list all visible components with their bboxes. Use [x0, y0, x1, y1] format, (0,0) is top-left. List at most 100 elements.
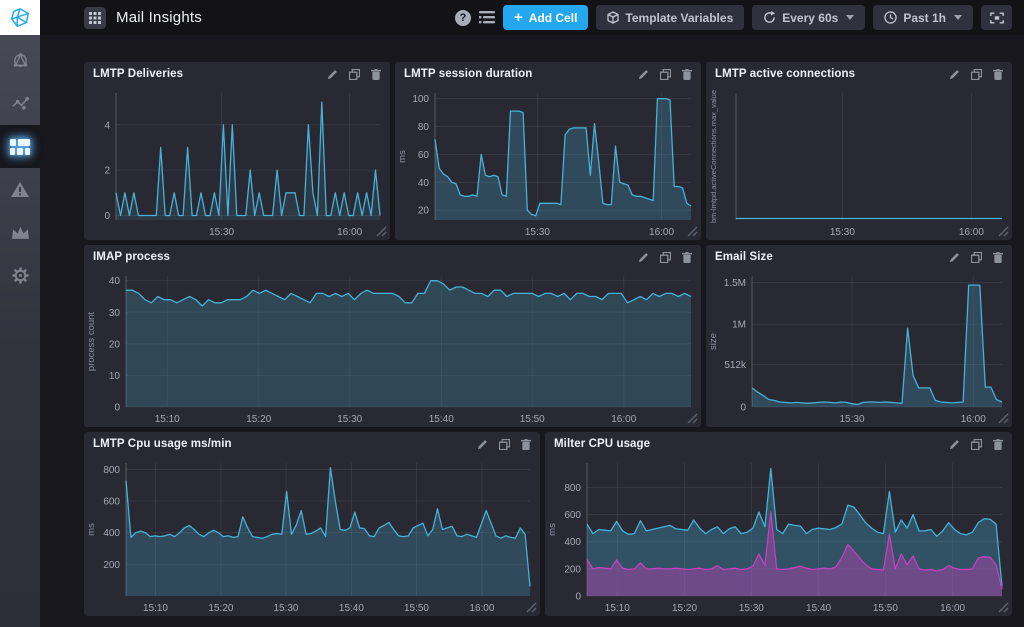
chart-email-size[interactable]: 15:3016:000512k1M1.5Msize	[706, 269, 1012, 427]
chart-lmtp-active-connections[interactable]: 15:3016:00bm-lmtpd.activeConnections.max…	[706, 86, 1012, 240]
graph-tips-button[interactable]	[479, 11, 495, 24]
cube-logo-icon	[9, 7, 31, 29]
svg-text:16:00: 16:00	[959, 227, 984, 238]
gear-icon	[11, 266, 30, 285]
presentation-mode-button[interactable]	[981, 5, 1012, 30]
edit-pencil-icon[interactable]	[638, 252, 649, 263]
cell-header[interactable]: LMTP active connections	[706, 62, 1012, 86]
duplicate-icon[interactable]	[971, 252, 982, 263]
cell-title: IMAP process	[93, 251, 170, 263]
edit-pencil-icon[interactable]	[327, 69, 338, 80]
cell-title: LMTP session duration	[404, 68, 532, 80]
sidebar-item-data-explorer[interactable]	[0, 82, 40, 125]
chart-milter-cpu-usage[interactable]: 15:1015:2015:3015:4015:5016:000200400600…	[545, 456, 1012, 616]
edit-pencil-icon[interactable]	[949, 69, 960, 80]
trash-icon[interactable]	[371, 69, 381, 80]
cell-header[interactable]: LMTP Cpu usage ms/min	[84, 432, 540, 456]
duplicate-icon[interactable]	[660, 252, 671, 263]
resize-handle-icon[interactable]	[524, 600, 537, 613]
sidebar-item-alert-rules[interactable]	[0, 168, 40, 211]
svg-text:40: 40	[418, 178, 430, 189]
cell-header[interactable]: LMTP session duration	[395, 62, 701, 86]
sidebar-item-admin[interactable]	[0, 211, 40, 254]
chevron-down-icon	[846, 15, 854, 20]
svg-text:80: 80	[418, 122, 430, 133]
chart-lmtp-deliveries[interactable]: 15:3016:00024	[84, 86, 390, 240]
svg-text:400: 400	[564, 537, 581, 548]
trash-icon[interactable]	[682, 69, 692, 80]
svg-text:0: 0	[740, 403, 746, 414]
duplicate-icon[interactable]	[349, 69, 360, 80]
trash-icon[interactable]	[521, 439, 531, 450]
svg-text:15:10: 15:10	[155, 414, 180, 425]
chart-imap-process[interactable]: 15:1015:2015:3015:4015:5016:00010203040p…	[84, 269, 701, 427]
sidebar-item-configuration[interactable]	[0, 254, 40, 297]
svg-text:0: 0	[114, 403, 120, 414]
cell-actions	[949, 439, 1003, 450]
svg-text:20: 20	[109, 339, 121, 350]
svg-text:15:30: 15:30	[830, 227, 855, 238]
svg-text:15:50: 15:50	[520, 414, 545, 425]
sidebar-item-dashboards[interactable]	[0, 125, 40, 168]
edit-pencil-icon[interactable]	[477, 439, 488, 450]
time-range-dropdown[interactable]: Past 1h	[873, 5, 973, 30]
resize-handle-icon[interactable]	[374, 224, 387, 237]
resize-handle-icon[interactable]	[996, 600, 1009, 613]
svg-text:800: 800	[564, 483, 581, 494]
edit-pencil-icon[interactable]	[638, 69, 649, 80]
cell-header[interactable]: LMTP Deliveries	[84, 62, 390, 86]
template-variables-button[interactable]: Template Variables	[596, 5, 744, 30]
svg-text:15:10: 15:10	[143, 603, 168, 614]
fullscreen-icon	[990, 12, 1004, 24]
cell-header[interactable]: IMAP process	[84, 245, 701, 269]
cell-title: LMTP Cpu usage ms/min	[93, 438, 232, 450]
svg-text:15:30: 15:30	[525, 227, 550, 238]
add-cell-button[interactable]: + Add Cell	[503, 5, 588, 30]
autorefresh-dropdown[interactable]: Every 60s	[752, 5, 865, 30]
crown-icon	[11, 225, 30, 240]
cell-email-size: Email Size 15:3016:000512k1M1.5Msize	[706, 245, 1012, 427]
svg-text:15:40: 15:40	[429, 414, 454, 425]
resize-handle-icon[interactable]	[685, 411, 698, 424]
cell-lmtp-session-duration: LMTP session duration 15:3016:0020406080…	[395, 62, 701, 240]
svg-text:size: size	[708, 333, 719, 350]
edit-pencil-icon[interactable]	[949, 252, 960, 263]
svg-text:4: 4	[104, 120, 110, 131]
cell-actions	[477, 439, 531, 450]
chart-lmtp-cpu-usage[interactable]: 15:1015:2015:3015:4015:5016:002004006008…	[84, 456, 540, 616]
duplicate-icon[interactable]	[660, 69, 671, 80]
cell-title: Milter CPU usage	[554, 438, 650, 450]
duplicate-icon[interactable]	[971, 439, 982, 450]
duplicate-icon[interactable]	[499, 439, 510, 450]
svg-text:20: 20	[418, 206, 430, 217]
cell-lmtp-deliveries: LMTP Deliveries 15:3016:00024	[84, 62, 390, 240]
cell-lmtp-active-connections: LMTP active connections 15:3016:00bm-lmt…	[706, 62, 1012, 240]
chronograf-logo[interactable]	[0, 0, 40, 35]
list-icon	[479, 11, 495, 24]
trash-icon[interactable]	[993, 69, 1003, 80]
duplicate-icon[interactable]	[971, 69, 982, 80]
trash-icon[interactable]	[682, 252, 692, 263]
cell-milter-cpu-usage: Milter CPU usage 15:1015:2015:3015:4015:…	[545, 432, 1012, 616]
cell-imap-process: IMAP process 15:1015:2015:3015:4015:5016…	[84, 245, 701, 427]
cell-header[interactable]: Email Size	[706, 245, 1012, 269]
trash-icon[interactable]	[993, 439, 1003, 450]
svg-text:60: 60	[418, 150, 430, 161]
time-range-label: Past 1h	[903, 11, 946, 25]
data-explorer-icon	[11, 94, 30, 113]
dashboard-grid-icon-button[interactable]	[84, 7, 106, 29]
clock-icon	[884, 11, 897, 24]
edit-pencil-icon[interactable]	[949, 439, 960, 450]
svg-text:16:00: 16:00	[469, 603, 494, 614]
svg-text:ms: ms	[547, 523, 558, 536]
chart-lmtp-session-duration[interactable]: 15:3016:0020406080100ms	[395, 86, 701, 240]
svg-text:15:20: 15:20	[672, 603, 697, 614]
resize-handle-icon[interactable]	[996, 411, 1009, 424]
resize-handle-icon[interactable]	[685, 224, 698, 237]
resize-handle-icon[interactable]	[996, 224, 1009, 237]
trash-icon[interactable]	[993, 252, 1003, 263]
page-title: Mail Insights	[116, 9, 202, 26]
help-button[interactable]: ?	[455, 10, 471, 26]
sidebar-item-host-list[interactable]	[0, 39, 40, 82]
cell-header[interactable]: Milter CPU usage	[545, 432, 1012, 456]
